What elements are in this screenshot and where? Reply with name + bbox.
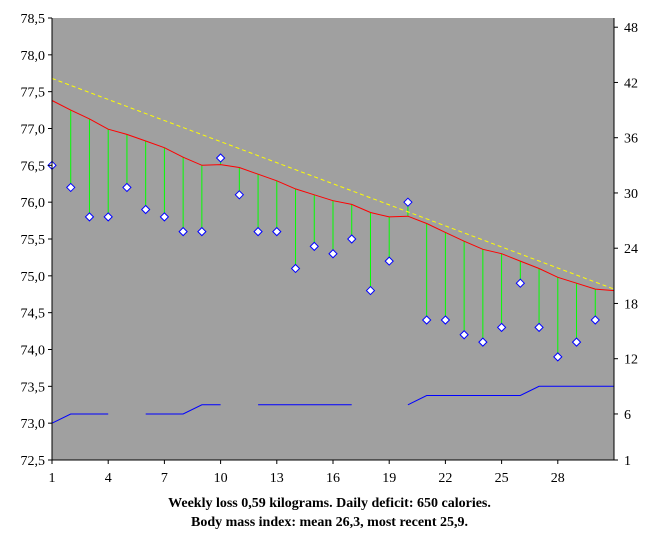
left-tick-label: 74,0 — [21, 344, 46, 359]
right-tick-label: 30 — [624, 187, 638, 202]
weight-point — [84, 212, 95, 222]
weight-point — [328, 249, 338, 259]
weight-point — [178, 226, 188, 237]
right-axis-ticks: 1 6 12 18 24 30 36 42 48 — [614, 21, 638, 469]
weight-point — [403, 197, 413, 207]
weight-point — [290, 263, 301, 274]
weight-point — [122, 182, 132, 193]
trend-path — [51, 100, 615, 292]
projection-segment — [51, 77, 615, 290]
weight-point — [197, 226, 207, 237]
summary-weekly-loss: Weekly loss 0,59 kilograms. Daily defici… — [168, 496, 491, 511]
weight-point — [440, 315, 451, 325]
weight-point — [478, 337, 488, 347]
weight-point — [234, 190, 245, 200]
weight-point — [66, 182, 76, 193]
weight-point — [103, 212, 113, 222]
left-tick-label: 73,5 — [21, 380, 46, 395]
x-tick-label: 19 — [382, 471, 396, 486]
weight-point — [534, 322, 544, 333]
left-tick-label: 78,5 — [21, 12, 46, 27]
right-tick-label: 18 — [624, 297, 638, 312]
secondary-segment — [51, 413, 109, 424]
left-tick-label: 75,5 — [21, 233, 46, 248]
x-tick-label: 10 — [214, 471, 228, 486]
trend-line — [51, 100, 615, 292]
right-tick-label: 12 — [624, 353, 638, 368]
secondary-segment — [407, 385, 614, 406]
weight-point — [159, 212, 170, 222]
x-tick-label: 7 — [161, 471, 168, 486]
weight-point — [272, 226, 282, 237]
weight-point — [309, 241, 319, 252]
weight-point — [140, 204, 151, 215]
x-tick-label: 4 — [105, 471, 112, 486]
right-tick-label: 48 — [624, 21, 638, 36]
weight-point — [590, 315, 600, 325]
weight-point — [553, 352, 563, 362]
left-tick-label: 77,0 — [21, 123, 46, 138]
weight-point — [215, 153, 226, 163]
left-tick-label: 77,5 — [21, 86, 46, 101]
weight-point — [496, 322, 507, 333]
weight-point — [515, 278, 526, 288]
x-tick-label: 13 — [270, 471, 284, 486]
weight-point — [421, 315, 432, 325]
right-tick-label: 24 — [624, 242, 638, 257]
right-tick-label: 42 — [624, 76, 638, 91]
weight-point — [384, 256, 394, 266]
x-tick-label: 22 — [438, 471, 452, 486]
left-tick-label: 73,0 — [21, 417, 46, 432]
x-tick-label: 28 — [551, 471, 565, 486]
projection-line — [51, 77, 615, 290]
left-axis-ticks: 72,5 73,0 73,5 74,0 74,5 75,0 75,5 76,0 76,5 77,0… — [21, 12, 52, 469]
right-tick-label: 36 — [624, 132, 638, 147]
left-tick-label: 76,0 — [21, 196, 46, 211]
left-tick-label: 75,0 — [21, 270, 46, 285]
right-tick-label: 1 — [624, 454, 631, 469]
left-tick-label: 74,5 — [21, 307, 46, 322]
weight-point — [459, 330, 469, 340]
left-tick-label: 78,0 — [21, 49, 46, 64]
left-tick-label: 76,5 — [21, 159, 46, 174]
right-tick-label: 6 — [624, 408, 631, 423]
secondary-series — [51, 385, 614, 424]
x-tick-label: 16 — [326, 471, 340, 486]
summary-bmi: Body mass index: mean 26,3, most recent … — [190, 515, 468, 530]
secondary-segment — [145, 404, 221, 415]
left-tick-label: 72,5 — [21, 454, 46, 469]
weight-point — [571, 337, 582, 347]
weight-point — [347, 234, 357, 244]
x-axis-ticks: 1 4 7 10 13 16 19 22 25 28 — [49, 460, 565, 486]
x-tick-label: 25 — [495, 471, 509, 486]
weight-point — [253, 226, 263, 237]
weight-point — [365, 285, 376, 296]
x-tick-label: 1 — [49, 471, 56, 486]
